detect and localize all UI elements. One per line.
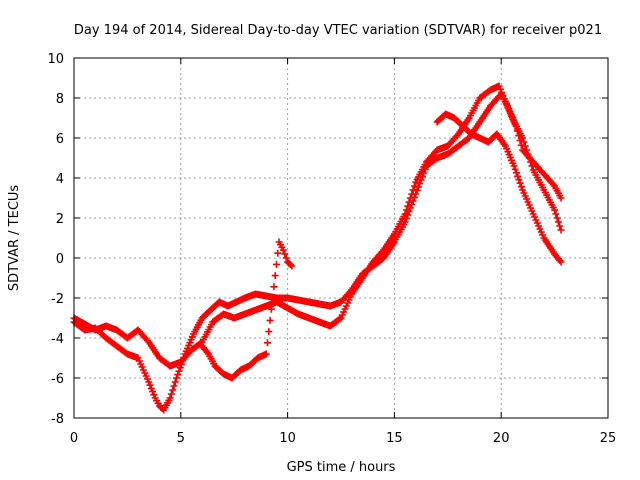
data-point [524, 150, 532, 158]
data-point [282, 254, 290, 262]
data-point [510, 162, 518, 170]
x-tick-label: 20 [493, 431, 510, 446]
data-point [514, 172, 522, 180]
data-point [551, 206, 559, 214]
data-point [402, 206, 410, 214]
data-point [404, 202, 412, 210]
x-tick-label: 5 [177, 431, 185, 446]
x-tick-label: 0 [70, 431, 78, 446]
data-point [500, 95, 508, 103]
data-point [401, 210, 409, 218]
data-point [167, 390, 175, 398]
data-point [288, 262, 296, 270]
data-point [549, 181, 557, 188]
data-point [264, 339, 272, 347]
y-tick-label: -8 [51, 412, 64, 427]
data-point [406, 194, 414, 202]
data-point [149, 388, 157, 396]
data-point [553, 214, 561, 222]
series-track-b [70, 82, 565, 370]
data-point [279, 246, 287, 254]
data-point [520, 138, 528, 146]
data-point [528, 162, 536, 170]
data-point [145, 378, 153, 386]
y-tick-label: 6 [56, 132, 64, 147]
data-point [517, 183, 525, 191]
data-point [523, 146, 531, 154]
data-point [173, 374, 181, 382]
data-point [557, 258, 565, 266]
plot-frame [73, 57, 609, 419]
y-tick-label: -6 [51, 372, 64, 387]
y-tick-label: 8 [56, 92, 64, 107]
y-tick-label: 4 [56, 172, 64, 187]
data-point [171, 378, 179, 386]
data-point [269, 294, 277, 302]
data-point [527, 158, 535, 166]
data-point [552, 210, 560, 218]
data-point [410, 182, 418, 190]
data-point [556, 222, 564, 230]
data-points [70, 82, 565, 414]
data-point [408, 190, 416, 198]
data-point [270, 283, 278, 291]
y-tick-label: 2 [56, 212, 64, 227]
data-point [405, 198, 413, 206]
data-point [274, 249, 282, 257]
data-point [498, 88, 506, 96]
data-point [262, 350, 270, 358]
series-track-c [198, 110, 565, 382]
data-point [271, 272, 279, 280]
data-point [525, 154, 533, 162]
data-point [512, 169, 520, 177]
data-point [515, 176, 523, 184]
y-tick-label: -4 [51, 332, 64, 347]
data-point [499, 92, 507, 100]
data-point [266, 316, 274, 324]
data-point [150, 391, 158, 399]
data-point [174, 371, 182, 379]
data-point [267, 305, 275, 313]
y-tick-label: 10 [47, 52, 64, 67]
chart-title: Day 194 of 2014, Sidereal Day-to-day VTE… [74, 23, 602, 38]
data-point [409, 186, 417, 194]
x-tick-label: 10 [279, 431, 296, 446]
x-axis-label: GPS time / hours [287, 460, 396, 475]
data-point [170, 382, 178, 390]
data-point [554, 218, 562, 226]
data-point [146, 381, 154, 389]
data-point [272, 260, 280, 268]
data-point [336, 315, 344, 323]
data-point [495, 82, 503, 90]
data-point [496, 85, 504, 93]
data-point [166, 394, 174, 402]
data-point [265, 328, 273, 336]
data-point [519, 134, 527, 142]
grid-lines [74, 58, 608, 418]
x-tick-label: 15 [386, 431, 403, 446]
data-point [175, 367, 183, 375]
data-point [414, 183, 422, 191]
data-point [511, 165, 519, 173]
data-point [169, 386, 177, 394]
data-point [516, 179, 524, 187]
data-point [147, 384, 155, 392]
x-tick-label: 25 [600, 431, 617, 446]
axis-ticks: 0 5 10 15 20 25 -8 -6 -4 -2 0 2 4 6 8 10 [47, 52, 616, 446]
y-tick-label: 0 [56, 252, 64, 267]
y-tick-label: -2 [51, 292, 64, 307]
data-point [557, 194, 565, 202]
data-point [281, 250, 289, 258]
data-point [416, 180, 424, 187]
data-point [521, 142, 529, 150]
data-point [557, 226, 565, 234]
y-axis-label: SDTVAR / TECUs [7, 185, 22, 292]
data-point [286, 261, 294, 269]
